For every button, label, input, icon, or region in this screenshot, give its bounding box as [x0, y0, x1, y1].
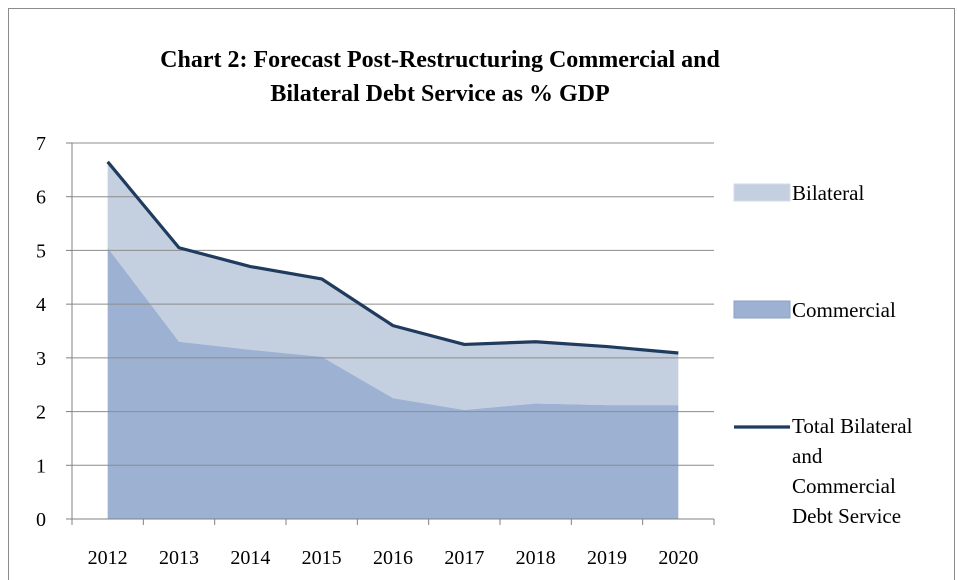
bilateral-area [107, 161, 679, 410]
y-tick-label: 1 [36, 455, 46, 477]
y-tick-label: 0 [36, 509, 46, 531]
x-tick-label: 2017 [444, 547, 484, 569]
legend-label-commercial: Commercial [792, 298, 896, 322]
legend-label-bilateral: Bilateral [792, 181, 864, 205]
legend-label-total-line: Commercial [792, 474, 896, 498]
chart-title-line-2: Bilateral Debt Service as % GDP [270, 81, 609, 107]
x-tick-label: 2019 [587, 547, 627, 569]
chart-title-line-1: Chart 2: Forecast Post-Restructuring Com… [160, 47, 720, 73]
x-tick-label: 2014 [230, 547, 270, 569]
x-tick-label: 2013 [159, 547, 199, 569]
commercial-area [107, 247, 679, 519]
x-tick-label: 2015 [302, 547, 342, 569]
y-tick-label: 2 [36, 402, 46, 424]
x-tick-label: 2016 [373, 547, 413, 569]
legend-label-total-line: Debt Service [792, 504, 901, 528]
y-tick-label: 5 [36, 240, 46, 262]
y-tick-label: 6 [36, 187, 46, 209]
y-tick-label: 7 [36, 133, 46, 155]
x-tick-label: 2012 [88, 547, 128, 569]
legend-label-total-line: and [792, 444, 823, 468]
y-tick-label: 3 [36, 348, 46, 370]
x-tick-label: 2018 [516, 547, 556, 569]
y-tick-label: 4 [36, 294, 46, 316]
legend-swatch-bilateral [733, 183, 791, 202]
legend-label-total-line: Total Bilateral [792, 414, 913, 438]
x-tick-label: 2020 [658, 547, 698, 569]
legend-swatch-commercial [733, 300, 791, 319]
chart-frame [8, 8, 955, 580]
